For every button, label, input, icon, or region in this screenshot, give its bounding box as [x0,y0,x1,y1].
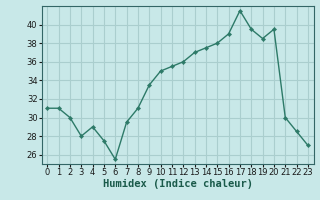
X-axis label: Humidex (Indice chaleur): Humidex (Indice chaleur) [103,179,252,189]
